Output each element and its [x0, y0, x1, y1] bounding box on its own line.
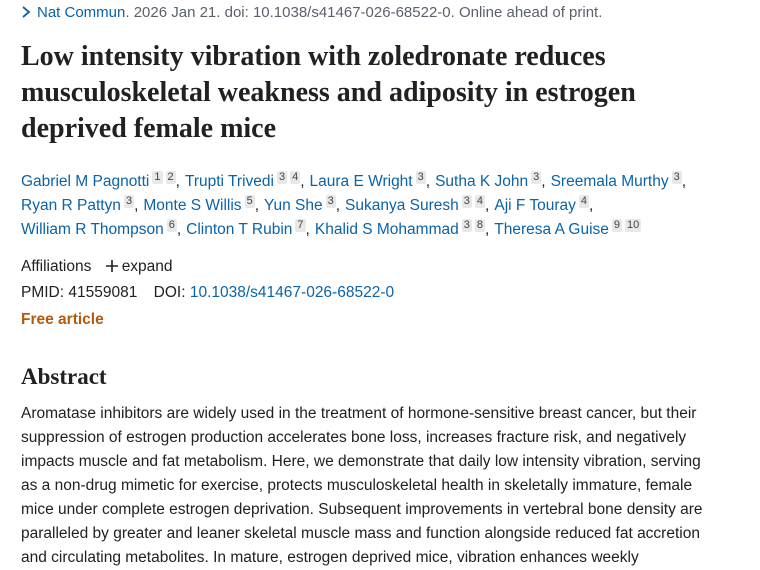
separator: , — [254, 197, 259, 214]
affiliation-number[interactable]: 2 — [165, 171, 176, 184]
abstract-line: and circulating metabolites. In mature, … — [21, 549, 639, 566]
author-link[interactable]: Khalid S Mohammad — [314, 221, 459, 238]
affiliations-label: Affiliations — [21, 258, 92, 275]
author-link[interactable]: Laura E Wright — [309, 173, 413, 190]
author-link[interactable]: Gabriel M Pagnotti — [21, 173, 150, 190]
affiliation-number[interactable]: 4 — [474, 195, 486, 208]
separator: , — [681, 173, 687, 190]
abstract-line: Aromatase inhibitors are widely used in … — [21, 405, 697, 422]
identifiers: PMID: 41559081 DOI: 10.1038/s41467-026-6… — [21, 284, 394, 302]
affiliation-number[interactable]: 3 — [461, 219, 472, 232]
affiliation-number[interactable]: 9 — [611, 219, 623, 232]
doi-label: DOI: — [153, 284, 186, 301]
journal-link[interactable]: Nat Commun — [37, 4, 126, 21]
title-line: deprived female mice — [21, 113, 277, 144]
chevron-icon — [22, 6, 31, 18]
author-link[interactable]: Monte S Willis — [143, 197, 242, 214]
affiliation-number[interactable]: 3 — [325, 195, 336, 208]
separator: , — [485, 197, 490, 214]
affiliation-number[interactable]: 4 — [578, 195, 590, 208]
abstract-line: suppression of estrogen production accel… — [21, 429, 687, 446]
affiliation-number[interactable]: 1 — [152, 171, 163, 184]
separator: , — [175, 173, 180, 190]
affiliation-number[interactable]: 3 — [671, 171, 682, 184]
affiliation-number[interactable]: 3 — [531, 171, 542, 184]
pmid: 41559081 — [68, 284, 138, 301]
separator: , — [134, 197, 139, 214]
author-link[interactable]: Clinton T Rubin — [186, 221, 293, 238]
separator: , — [541, 173, 546, 190]
author-link[interactable]: Sreemala Murthy — [550, 173, 669, 190]
pmid-label: PMID: — [21, 284, 65, 301]
author-link[interactable]: Ryan R Pattyn — [21, 197, 121, 214]
expand-button[interactable]: expand — [121, 258, 173, 275]
affiliation-number[interactable]: 10 — [625, 219, 642, 232]
plus-icon[interactable] — [105, 260, 118, 272]
citation-details: . 2026 Jan 21. doi: 10.1038/s41467-026-6… — [125, 4, 603, 21]
author-row: Gabriel M Pagnotti 1 2, Trupti Trivedi 3 4, La… — [21, 171, 691, 191]
abstract-heading: Abstract — [21, 364, 107, 389]
doi-link[interactable]: 10.1038/s41467-026-68522-0 — [189, 284, 395, 301]
author-row: William R Thompson 6, Clinton T Rubin 7, Kha… — [21, 219, 642, 239]
free-article[interactable]: Free article — [21, 311, 104, 328]
separator: , — [589, 197, 594, 214]
affiliations-row: Affiliations expand — [21, 258, 173, 276]
separator: , — [305, 221, 310, 238]
author-link[interactable]: Theresa A Guise — [494, 221, 609, 238]
author-link[interactable]: Sukanya Suresh — [345, 197, 459, 214]
abstract-line: impacts muscle and fat metabolism. Here,… — [21, 453, 701, 470]
title-line: musculoskeletal weakness and adiposity i… — [21, 77, 636, 108]
separator: , — [300, 173, 305, 190]
author-link[interactable]: Trupti Trivedi — [184, 173, 274, 190]
abstract-line: as a non-drug mimetic for exercise, prot… — [21, 477, 693, 494]
citation: Nat Commun. 2026 Jan 21. doi: 10.1038/s4… — [21, 4, 602, 21]
affiliation-number[interactable]: 3 — [123, 195, 135, 208]
abstract-line: paralleled by greater and leaner skeleta… — [21, 525, 700, 542]
affiliation-number[interactable]: 4 — [290, 171, 301, 184]
separator: , — [335, 197, 341, 214]
affiliation-number[interactable]: 3 — [276, 171, 288, 184]
affiliation-number[interactable]: 3 — [461, 195, 472, 208]
affiliation-number[interactable]: 5 — [244, 195, 255, 208]
affiliation-number[interactable]: 7 — [295, 219, 306, 232]
separator: , — [484, 221, 490, 238]
title-line: Low intensity vibration with zoledronate… — [21, 41, 606, 72]
abstract-line: mice under complete estrogen deprivation… — [21, 501, 703, 518]
affiliation-number[interactable]: 3 — [415, 171, 426, 184]
separator: , — [425, 173, 431, 190]
author-link[interactable]: Yun She — [264, 197, 323, 214]
affiliation-number[interactable]: 8 — [474, 219, 485, 232]
author-link[interactable]: William R Thompson — [21, 221, 164, 238]
author-link[interactable]: Aji F Touray — [494, 197, 576, 214]
separator: , — [176, 221, 182, 238]
author-link[interactable]: Sutha K John — [435, 173, 529, 190]
author-row: Ryan R Pattyn 3, Monte S Willis 5, Yun She 3,… — [21, 195, 598, 215]
affiliation-number[interactable]: 6 — [166, 219, 177, 232]
